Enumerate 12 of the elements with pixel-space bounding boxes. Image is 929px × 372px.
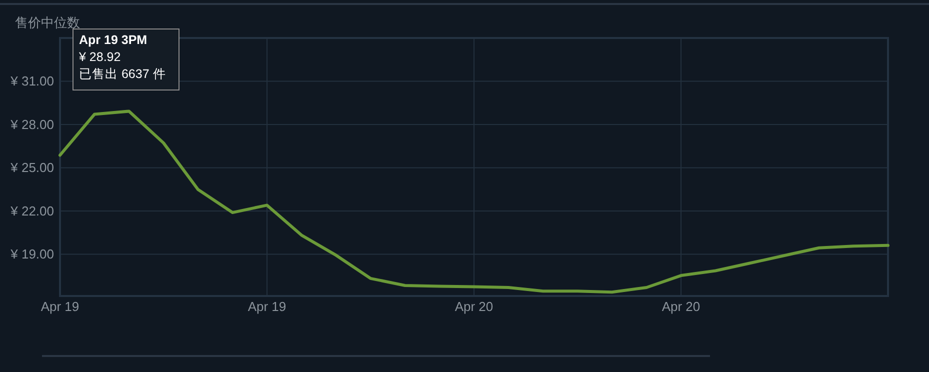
x-tick-label: Apr 20 (662, 299, 700, 314)
x-tick-label: Apr 20 (454, 299, 494, 314)
y-axis-title: 售价中位数 (15, 15, 80, 30)
line-series (58, 110, 890, 294)
y-tick-label: ¥ 25.00 (10, 160, 54, 176)
y-tick-label: ¥ 31.00 (10, 74, 54, 89)
x-tick-label: Apr 19 (248, 299, 286, 314)
y-tick-label: ¥ 19.00 (10, 246, 54, 262)
y-tick-label: ¥ 22.00 (10, 203, 54, 218)
x-tick-label: Apr 19 (40, 299, 80, 314)
annotation: Apr 19 3PM ¥ 28.92 已售出 6637 件 (78, 33, 166, 81)
y-tick-label: ¥ 28.00 (10, 116, 54, 132)
